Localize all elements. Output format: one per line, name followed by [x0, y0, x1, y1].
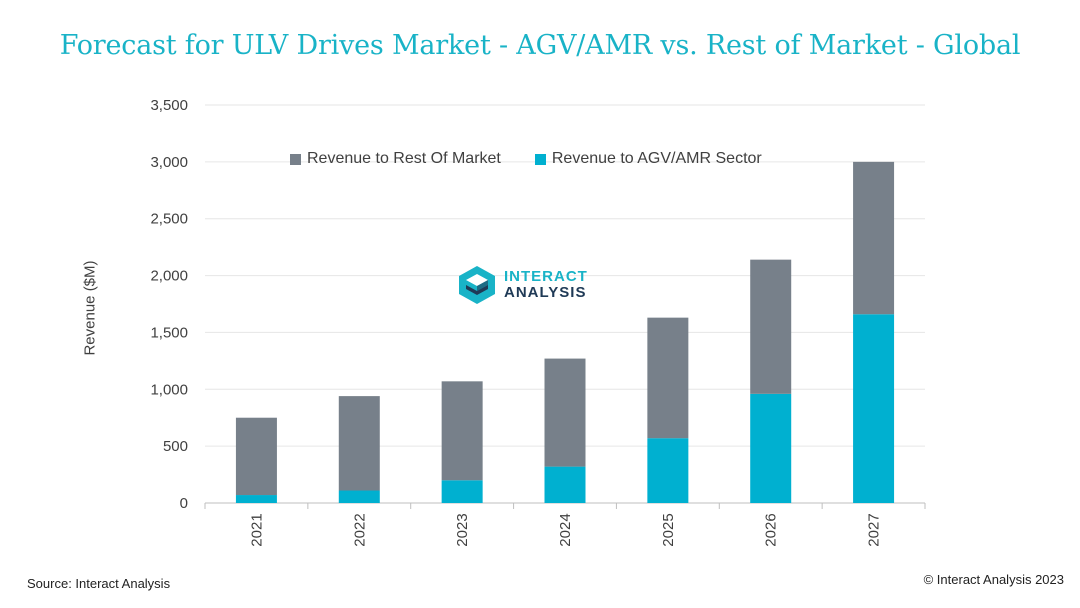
y-tick-label: 0: [180, 495, 188, 512]
bar-agv-amr: [338, 490, 380, 503]
x-tick-label: 2023: [454, 513, 471, 546]
legend-label-rest: Revenue to Rest Of Market: [307, 150, 501, 167]
logo-text-line1: INTERACT: [504, 268, 588, 285]
x-tick-label: 2026: [763, 513, 780, 546]
bar-rest-of-market: [647, 317, 689, 439]
y-tick-label: 2,500: [150, 211, 188, 228]
copyright-note: © Interact Analysis 2023: [923, 572, 1064, 587]
bar-rest-of-market: [853, 161, 895, 315]
bar-rest-of-market: [338, 396, 380, 491]
legend: Revenue to Rest Of Market Revenue to AGV…: [290, 150, 796, 168]
bar-agv-amr: [441, 480, 483, 503]
legend-label-agv: Revenue to AGV/AMR Sector: [551, 150, 762, 167]
y-axis-label: Revenue ($M): [81, 260, 99, 356]
source-note: Source: Interact Analysis: [27, 576, 171, 591]
y-tick-label: 3,000: [150, 154, 188, 171]
logo-text-line2: ANALYSIS: [504, 284, 587, 301]
bar-agv-amr: [750, 393, 792, 503]
x-tick-label: 2022: [351, 513, 368, 546]
y-tick-label: 1,000: [150, 381, 188, 398]
bar-agv-amr: [235, 495, 277, 503]
y-tick-label: 3,500: [150, 97, 188, 114]
legend-item-rest: Revenue to Rest Of Market: [290, 150, 501, 168]
bar-rest-of-market: [235, 417, 277, 496]
bar-rest-of-market: [441, 381, 483, 481]
bar-rest-of-market: [750, 259, 792, 394]
y-tick-label: 2,000: [150, 268, 188, 285]
legend-swatch-rest: [290, 153, 301, 165]
x-tick-label: 2024: [557, 513, 574, 546]
bar-agv-amr: [853, 314, 895, 503]
x-tick-label: 2025: [660, 513, 677, 546]
x-tick-label: 2027: [866, 513, 883, 546]
y-tick-label: 500: [163, 438, 188, 455]
bar-rest-of-market: [544, 358, 586, 467]
bar-agv-amr: [647, 438, 689, 503]
logo-icon: [459, 266, 495, 304]
interact-analysis-logo: INTERACT ANALYSIS: [458, 265, 588, 305]
bar-agv-amr: [544, 466, 586, 503]
x-tick-label: 2021: [248, 513, 265, 546]
legend-item-agv: Revenue to AGV/AMR Sector: [534, 150, 762, 168]
chart-title: Forecast for ULV Drives Market - AGV/AMR…: [59, 30, 1021, 61]
legend-swatch-agv: [534, 153, 546, 165]
y-tick-label: 1,500: [150, 324, 188, 341]
